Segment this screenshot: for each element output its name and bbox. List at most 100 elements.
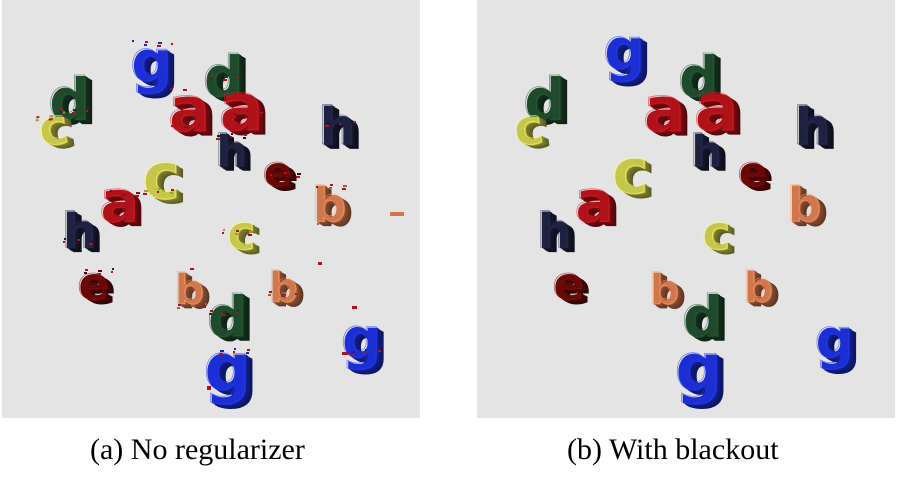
render-artifact [204,306,206,308]
render-artifact [297,173,301,175]
letter-glyph: c [703,206,731,262]
svg-text:g: g [210,333,257,410]
svg-text:b: b [268,262,298,311]
svg-text:b: b [791,180,825,236]
svg-text:d: d [683,49,723,114]
svg-text:e: e [744,151,773,200]
render-artifact [222,314,226,316]
svg-text:c: c [616,138,653,211]
svg-text:a: a [222,71,267,148]
svg-text:e: e [558,260,589,314]
render-artifact [97,273,101,275]
svg-text:a: a [174,77,216,150]
svg-text:a: a [582,172,621,240]
render-artifact [230,136,232,138]
svg-text:a: a [105,171,144,239]
svg-text:h: h [693,128,724,179]
svg-text:c: c [614,136,651,209]
svg-text:g: g [135,30,177,98]
svg-text:d: d [203,44,243,109]
letter-glyph: e [264,148,293,197]
svg-text:e: e [742,150,771,199]
svg-text:a: a [174,77,216,150]
render-artifact [326,122,330,124]
svg-text:h: h [544,208,578,264]
render-artifact [281,295,285,297]
svg-text:g: g [674,328,721,405]
svg-text:d: d [528,68,570,136]
svg-text:a: a [106,172,145,240]
render-artifact [247,111,249,113]
svg-text:b: b [654,269,684,318]
svg-text:c: c [708,210,736,266]
svg-text:b: b [181,270,211,319]
svg-text:h: h [66,206,100,262]
svg-text:d: d [681,47,721,112]
letter-glyph: d [208,286,248,351]
svg-text:c: c [611,134,648,207]
svg-text:a: a [579,170,618,238]
svg-text:b: b [319,182,353,238]
svg-text:b: b [746,265,776,314]
render-artifact [259,115,262,117]
svg-text:b: b [748,267,778,316]
svg-text:h: h [798,100,835,160]
render-artifact [62,111,66,114]
letter-glyph: h [691,127,722,178]
svg-text:a: a [171,75,213,148]
svg-text:d: d [687,288,727,353]
stray-fragment [352,306,357,309]
letter-glyph: a [644,74,686,147]
svg-text:a: a [172,75,214,148]
svg-text:b: b [649,264,679,313]
svg-text:b: b [792,181,826,237]
render-artifact [209,313,212,315]
svg-text:b: b [177,267,207,316]
svg-text:d: d [50,67,92,135]
svg-text:d: d [526,67,568,135]
svg-text:g: g [132,29,174,97]
svg-text:d: d [51,67,93,135]
svg-text:g: g [347,311,387,376]
render-artifact [211,75,214,77]
svg-text:g: g [681,333,728,410]
letter-glyph: g [131,28,173,96]
svg-text:d: d [56,70,98,138]
render-artifact [64,238,66,240]
render-artifact [86,110,88,112]
render-artifact [260,112,263,114]
svg-text:b: b [652,267,682,316]
render-artifact [210,78,213,80]
render-artifact [235,233,238,235]
render-artifact [231,133,233,135]
render-artifact [234,348,236,350]
svg-text:h: h [326,102,363,162]
svg-text:a: a [99,167,138,235]
letter-glyph: g [675,330,722,407]
stray-fragment [342,352,348,355]
svg-text:g: g [611,20,653,88]
svg-text:e: e [560,261,591,315]
render-artifact [296,176,300,178]
svg-text:b: b [745,264,775,313]
svg-text:h: h [215,125,246,176]
svg-text:a: a [580,171,619,239]
letter-glyph: a [575,168,614,236]
svg-text:g: g [605,17,647,85]
svg-text:d: d [209,49,249,114]
svg-text:d: d [207,284,247,349]
